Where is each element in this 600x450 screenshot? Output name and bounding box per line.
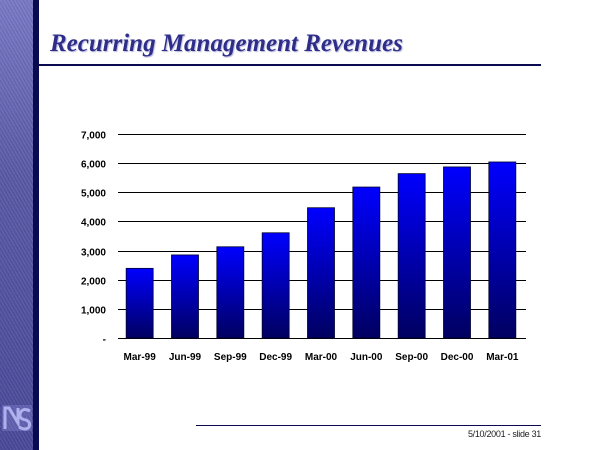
bar-mar-00 [307, 207, 335, 339]
x-tick-label: Dec-99 [259, 352, 292, 363]
y-tick-label: 1,000 [81, 306, 106, 317]
x-tick-label: Mar-00 [305, 352, 338, 363]
company-logo-icon [2, 405, 32, 431]
side-accent-bar [33, 0, 39, 450]
y-tick-label: 7,000 [81, 131, 106, 142]
bar-mar-01 [488, 161, 517, 339]
x-tick-label: Mar-01 [486, 352, 519, 363]
y-tick-label: - [103, 335, 106, 346]
y-tick-label: 3,000 [81, 248, 106, 259]
x-tick-label: Dec-00 [441, 352, 474, 363]
bar-sep-99 [216, 246, 245, 339]
slide-title: Recurring Management Revenues [50, 30, 403, 57]
x-tick-label: Jun-99 [169, 352, 202, 363]
y-tick-label: 5,000 [81, 189, 106, 200]
title-divider [39, 64, 541, 66]
y-tick-label: 6,000 [81, 160, 106, 171]
x-tick-label: Mar-99 [124, 352, 157, 363]
x-tick-label: Sep-00 [395, 352, 428, 363]
x-tick-label: Sep-99 [214, 352, 247, 363]
bar-dec-99 [261, 232, 290, 339]
footer-divider [196, 425, 541, 426]
bar-dec-00 [443, 166, 471, 339]
y-tick-label: 4,000 [81, 218, 106, 229]
x-tick-label: Jun-00 [350, 352, 383, 363]
bar-mar-99 [125, 267, 154, 339]
footer-date-slide: 5/10/2001 - slide 31 [467, 429, 541, 439]
bar-jun-00 [352, 186, 381, 339]
bar-sep-00 [397, 173, 426, 339]
y-tick-label: 2,000 [81, 277, 106, 288]
side-decoration-band [0, 0, 33, 450]
bar-jun-99 [171, 254, 199, 339]
